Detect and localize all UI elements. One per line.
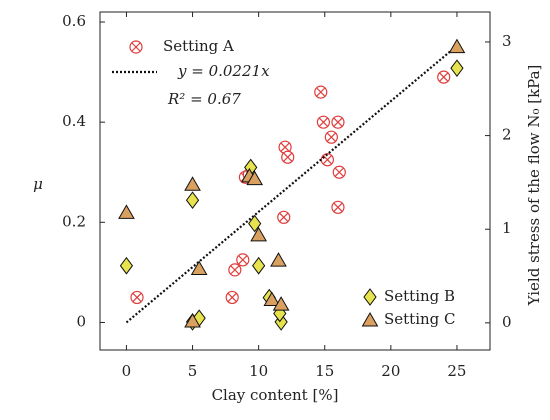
legend-label: y = 0.0221x	[177, 62, 270, 80]
annotation: R² = 0.67	[167, 90, 241, 108]
legend-marker	[361, 311, 379, 327]
marker	[277, 210, 291, 224]
marker	[236, 253, 250, 267]
legend-label: Setting B	[384, 287, 455, 305]
y2-tick-label: 3	[502, 32, 512, 50]
x-tick-label: 5	[188, 362, 198, 380]
legend-label: Setting C	[384, 310, 456, 328]
y-axis-label: μ	[33, 175, 43, 193]
y2-tick-label: 1	[502, 219, 512, 237]
y-tick-label: 0.2	[62, 212, 86, 230]
marker	[272, 296, 290, 311]
marker	[250, 226, 268, 242]
y2-tick-label: 0	[502, 313, 512, 331]
fit-line	[125, 44, 458, 324]
marker	[278, 140, 292, 154]
marker	[119, 256, 134, 275]
legend-marker	[129, 40, 143, 54]
marker	[324, 130, 338, 144]
marker	[270, 252, 287, 267]
marker	[450, 59, 464, 78]
x-tick-label: 20	[381, 362, 400, 380]
y2-tick-label: 2	[502, 126, 512, 144]
x-tick-label: 10	[249, 362, 268, 380]
x-tick-label: 0	[122, 362, 132, 380]
legend-marker	[363, 288, 377, 306]
marker	[316, 115, 331, 129]
marker	[184, 312, 201, 328]
marker	[248, 214, 262, 233]
marker	[263, 291, 281, 306]
marker	[331, 200, 345, 214]
marker	[437, 70, 451, 84]
marker	[281, 150, 295, 164]
y-tick-label: 0.4	[62, 112, 86, 130]
marker	[190, 260, 208, 276]
y-tick-label: 0	[76, 312, 86, 330]
marker	[332, 165, 346, 179]
y2-axis-label: Yield stress of the flow N₀ [kPa]	[525, 65, 543, 307]
marker	[448, 38, 466, 54]
marker	[314, 85, 328, 99]
marker	[130, 290, 144, 305]
marker	[185, 191, 200, 210]
marker	[246, 170, 264, 186]
x-tick-label: 25	[447, 362, 466, 380]
x-tick-label: 15	[315, 362, 334, 380]
marker	[225, 290, 239, 305]
marker	[184, 176, 201, 191]
marker	[228, 263, 242, 277]
marker	[252, 256, 266, 275]
marker	[118, 204, 135, 219]
legend-label: Setting A	[163, 37, 234, 55]
plot-frame	[99, 11, 491, 351]
marker	[331, 115, 345, 129]
x-axis-label: Clay content [%]	[212, 386, 339, 404]
y-tick-label: 0.6	[62, 12, 86, 30]
